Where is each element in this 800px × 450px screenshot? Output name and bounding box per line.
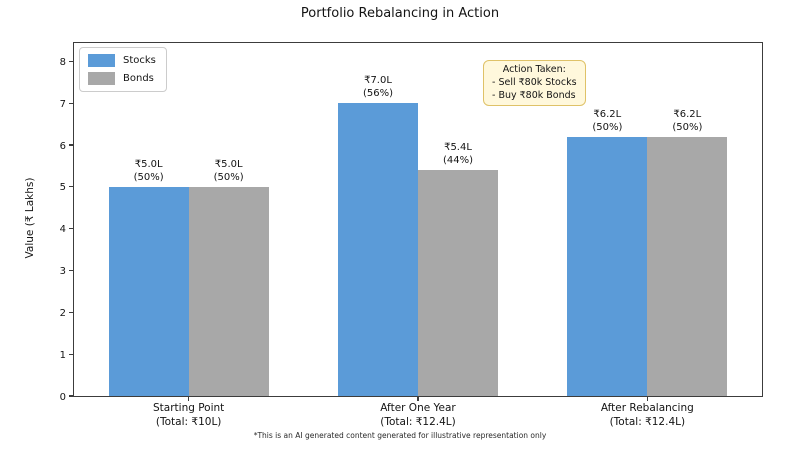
y-tick-label: 2 bbox=[59, 307, 66, 319]
x-tick-mark bbox=[188, 396, 190, 401]
x-category-title: After Rebalancing bbox=[600, 402, 694, 414]
bar-value-amount: ₹5.4L bbox=[444, 142, 472, 154]
bar-value-percent: (50%) bbox=[133, 171, 164, 183]
bar-bonds-1 bbox=[418, 170, 498, 396]
bar-value-label: ₹7.0L (56%) bbox=[338, 74, 418, 100]
legend-item-bonds: Bonds bbox=[88, 72, 156, 85]
bar-bonds-0 bbox=[188, 186, 269, 396]
y-tick-mark bbox=[69, 269, 74, 272]
bar-value-label: ₹5.4L (44%) bbox=[418, 141, 498, 167]
x-category-label: After Rebalancing (Total: ₹12.4L) bbox=[562, 402, 732, 429]
legend-item-stocks: Stocks bbox=[88, 54, 156, 67]
stocks-color-swatch bbox=[88, 54, 115, 67]
y-tick-label: 5 bbox=[59, 182, 66, 194]
y-tick-mark bbox=[69, 395, 74, 397]
chart-title: Portfolio Rebalancing in Action bbox=[300, 6, 500, 21]
legend: Stocks Bonds bbox=[79, 47, 167, 92]
bar-value-label: ₹6.2L (50%) bbox=[567, 108, 647, 134]
bar-stocks-2 bbox=[567, 136, 648, 396]
bar-value-label: ₹6.2L (50%) bbox=[647, 108, 727, 134]
bonds-color-swatch bbox=[88, 72, 115, 85]
bar-value-amount: ₹6.2L bbox=[673, 108, 702, 120]
y-tick-label: 0 bbox=[59, 391, 66, 403]
x-tick-mark bbox=[646, 396, 648, 401]
bar-value-label: ₹5.0L (50%) bbox=[109, 158, 189, 184]
y-axis-label: Value (₹ Lakhs) bbox=[24, 177, 36, 259]
y-tick-mark bbox=[69, 102, 74, 104]
bar-value-percent: (50%) bbox=[213, 171, 244, 183]
bar-value-percent: (50%) bbox=[672, 121, 703, 133]
bar-stocks-0 bbox=[108, 186, 189, 396]
bar-stocks-1 bbox=[338, 103, 418, 396]
legend-label-stocks: Stocks bbox=[123, 55, 156, 66]
y-tick-label: 1 bbox=[59, 349, 66, 361]
annotation-line-sell: - Sell ₹80k Stocks bbox=[492, 76, 577, 88]
bar-value-percent: (56%) bbox=[362, 88, 394, 100]
bar-value-amount: ₹5.0L bbox=[214, 158, 243, 170]
bar-value-amount: ₹5.0L bbox=[134, 158, 163, 170]
x-tick-mark bbox=[417, 396, 419, 401]
y-tick-label: 4 bbox=[59, 224, 66, 236]
legend-label-bonds: Bonds bbox=[123, 73, 154, 84]
disclaimer-footnote: *This is an AI generated content generat… bbox=[253, 431, 547, 440]
x-category-label: Starting Point (Total: ₹10L) bbox=[104, 402, 274, 429]
annotation-line-buy: - Buy ₹80k Bonds bbox=[492, 89, 576, 101]
bar-value-percent: (50%) bbox=[592, 121, 623, 133]
y-tick-label: 6 bbox=[59, 140, 66, 152]
x-category-title: Starting Point bbox=[153, 402, 225, 414]
x-category-label: After One Year (Total: ₹12.4L) bbox=[333, 402, 503, 429]
bar-value-amount: ₹6.2L bbox=[593, 108, 622, 120]
y-tick-mark bbox=[69, 60, 74, 63]
x-category-title: After One Year bbox=[380, 402, 456, 414]
y-tick-label: 7 bbox=[59, 98, 66, 110]
y-tick-label: 3 bbox=[59, 266, 66, 278]
bar-bonds-2 bbox=[647, 136, 728, 396]
y-tick-mark bbox=[69, 186, 74, 188]
annotation-heading: Action Taken: bbox=[502, 64, 566, 75]
bar-value-amount: ₹7.0L bbox=[364, 75, 392, 87]
y-tick-mark bbox=[69, 144, 74, 146]
bar-value-label: ₹5.0L (50%) bbox=[189, 158, 269, 184]
y-tick-mark bbox=[69, 353, 74, 355]
y-tick-mark bbox=[69, 228, 74, 230]
x-category-total: (Total: ₹10L) bbox=[155, 415, 222, 428]
action-taken-annotation: Action Taken: - Sell ₹80k Stocks - Buy ₹… bbox=[483, 60, 586, 107]
x-category-total: (Total: ₹12.4L) bbox=[609, 415, 686, 428]
plot-area: Stocks Bonds Action Taken: - Sell ₹80k S… bbox=[60, 42, 763, 428]
y-tick-mark bbox=[69, 311, 74, 313]
x-category-total: (Total: ₹12.4L) bbox=[380, 415, 456, 428]
y-tick-label: 8 bbox=[59, 56, 66, 68]
bar-value-percent: (44%) bbox=[442, 155, 474, 167]
